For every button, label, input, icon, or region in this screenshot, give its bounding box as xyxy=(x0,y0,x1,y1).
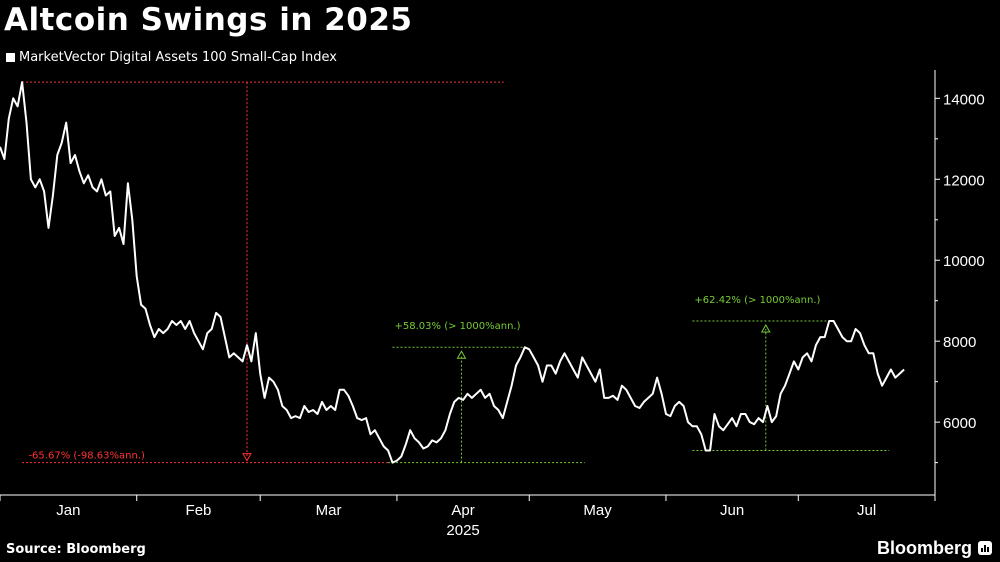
brand-logo: Bloomberg xyxy=(876,538,972,558)
x-axis-label: 2025 xyxy=(446,522,479,539)
y-tick-label: 6000 xyxy=(943,415,976,432)
annotation-label: +58.03% (> 1000%ann.) xyxy=(395,321,521,332)
x-tick-label: May xyxy=(583,502,612,519)
source-note: Source: Bloomberg xyxy=(6,542,146,557)
series-line xyxy=(0,81,905,464)
bar-chart-icon xyxy=(978,541,992,555)
y-tick-label: 12000 xyxy=(943,172,985,189)
x-tick-label: Mar xyxy=(316,502,342,519)
annotation-label: +62.42% (> 1000%ann.) xyxy=(694,295,820,306)
x-tick-label: Jul xyxy=(857,502,876,519)
annotation-arrow xyxy=(456,350,467,359)
y-tick-label: 10000 xyxy=(943,253,985,270)
x-tick-label: Jun xyxy=(720,502,744,519)
legend: MarketVector Digital Assets 100 Small-Ca… xyxy=(6,50,337,65)
y-tick-label: 8000 xyxy=(943,334,976,351)
annotation-arrow xyxy=(242,453,252,462)
legend-label: MarketVector Digital Assets 100 Small-Ca… xyxy=(19,50,337,65)
chart-title: Altcoin Swings in 2025 xyxy=(4,2,413,38)
x-tick-label: Apr xyxy=(451,502,474,519)
x-tick-label: Feb xyxy=(186,502,212,519)
x-tick-label: Jan xyxy=(56,502,80,519)
y-tick-label: 14000 xyxy=(943,91,985,108)
legend-swatch xyxy=(6,53,15,62)
annotation-label: -65.67% (-98.63%ann.) xyxy=(28,451,145,462)
annotation-arrow xyxy=(760,323,771,333)
